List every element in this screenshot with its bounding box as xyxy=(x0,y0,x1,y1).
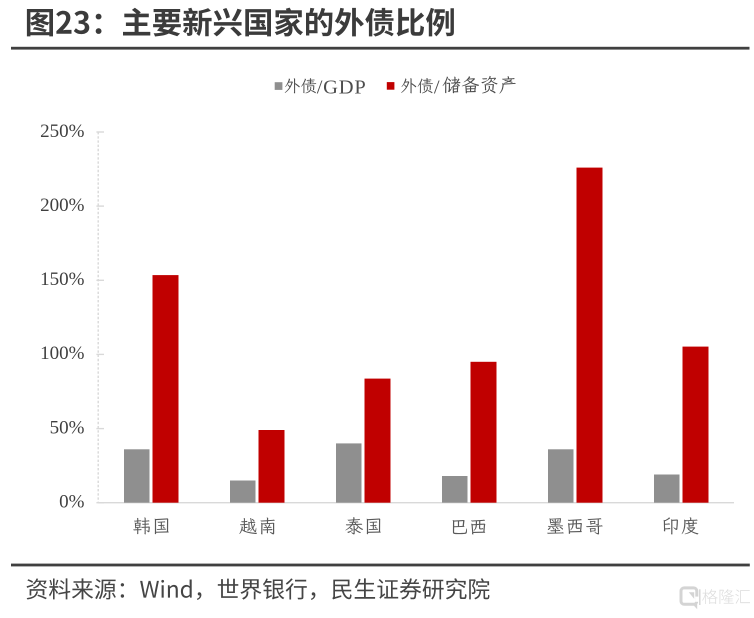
svg-text:0%: 0% xyxy=(59,492,85,513)
svg-text:100%: 100% xyxy=(40,343,85,364)
svg-text:200%: 200% xyxy=(40,195,85,216)
svg-text:/GDP: /GDP xyxy=(317,77,367,99)
svg-text:50%: 50% xyxy=(50,417,85,438)
svg-text:/: / xyxy=(434,77,440,99)
svg-text:250%: 250% xyxy=(40,121,85,142)
svg-text:150%: 150% xyxy=(40,269,85,290)
